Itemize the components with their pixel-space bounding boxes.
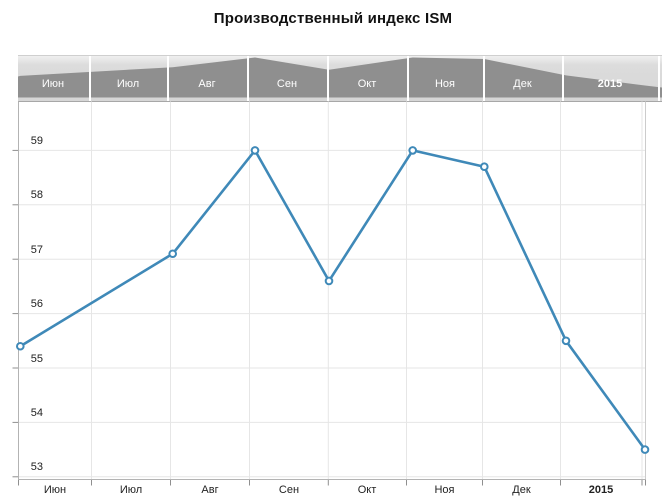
navigator-month-divider (327, 56, 330, 101)
navigator-month-divider (483, 56, 486, 101)
navigator-month-label: Июл (116, 78, 140, 90)
chart-title: Производственный индекс ISM (213, 10, 453, 27)
y-axis-tick-label: 54 (30, 406, 43, 419)
navigator-area (18, 57, 662, 98)
data-point-marker[interactable] (561, 336, 571, 346)
data-point-marker[interactable] (16, 341, 25, 351)
navigator-month-label: Июн (41, 78, 65, 90)
navigator-month-label: Дек (513, 78, 532, 90)
y-axis-tick-label: 55 (30, 352, 43, 365)
x-axis-label: Авг (201, 484, 219, 496)
x-axis-label: 2015 (588, 484, 614, 496)
data-point-marker[interactable] (250, 146, 260, 155)
data-point-marker[interactable] (480, 162, 489, 172)
data-point-marker[interactable] (640, 445, 650, 454)
x-axis-label: Июн (43, 484, 67, 496)
y-axis-tick-label: 53 (30, 461, 43, 474)
data-point-marker[interactable] (168, 249, 177, 259)
navigator-month-label: 2015 (597, 78, 623, 90)
navigator-month-label: Авг (198, 78, 216, 90)
x-axis-label: Дек (512, 484, 531, 496)
x-axis-label: Окт (357, 484, 377, 496)
data-point-marker[interactable] (324, 276, 334, 286)
navigator-month-label: Сен (276, 78, 298, 90)
navigator-month-divider (658, 56, 660, 101)
x-axis-label: Ноя (434, 484, 455, 496)
x-axis-label: Сен (278, 484, 300, 496)
range-navigator[interactable]: Июн Июл Авг Сен Окт Ноя Дек 2015 (18, 55, 662, 102)
navigator-month-divider (247, 56, 249, 101)
navigator-month-divider (562, 56, 564, 101)
y-axis-tick-label: 57 (30, 243, 43, 256)
navigator-month-divider (167, 56, 169, 101)
navigator-month-divider (88, 56, 91, 101)
navigator-month-label: Окт (357, 78, 377, 90)
x-axis-label: Июл (119, 484, 143, 496)
data-point-marker[interactable] (408, 146, 418, 155)
y-axis-tick-label: 56 (30, 298, 43, 311)
navigator-month-label: Ноя (434, 78, 456, 90)
series-line[interactable] (18, 149, 647, 451)
navigator-month-divider (407, 56, 410, 101)
y-axis-tick-label: 59 (30, 134, 43, 147)
y-axis-tick-label: 58 (30, 189, 43, 202)
navigator-area-silhouette (18, 57, 662, 98)
